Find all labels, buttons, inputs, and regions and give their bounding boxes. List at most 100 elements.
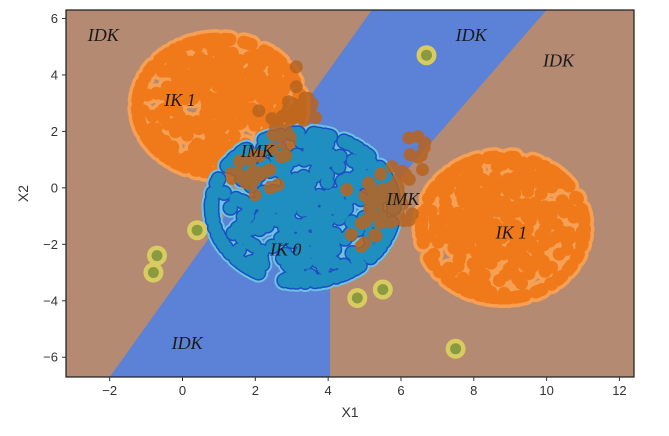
cluster-0-point (170, 72, 184, 86)
cluster-1-point (309, 164, 323, 178)
y-tick-label: 6 (51, 11, 58, 26)
cluster-0-point (216, 132, 230, 146)
cluster-0-point (130, 102, 144, 115)
cluster-0-point (214, 108, 228, 122)
cluster-2-point (543, 174, 557, 188)
cluster-1-point (285, 234, 299, 248)
cluster-1-point (361, 149, 375, 163)
cluster-2-point (571, 248, 585, 262)
y-tick-label: 4 (51, 67, 58, 82)
x-tick-label: 4 (325, 383, 332, 398)
x-tick-label: 12 (612, 383, 626, 398)
overlap-point (397, 214, 411, 228)
cluster-2-point (538, 222, 552, 236)
cluster-1-point (213, 233, 227, 247)
cluster-2-point (445, 263, 459, 277)
cluster-2-point (510, 236, 524, 250)
cluster-0-point (160, 80, 174, 94)
cluster-2-point (496, 291, 510, 305)
cluster-0-point (218, 65, 232, 79)
outlier-point (450, 343, 462, 355)
cluster-2-point (507, 157, 521, 171)
region-label: IK 1 (495, 223, 527, 243)
cluster-2-point (464, 182, 478, 196)
cluster-0-point (244, 67, 257, 81)
cluster-0-point (178, 122, 191, 136)
cluster-0-point (227, 128, 241, 142)
cluster-2-point (481, 177, 495, 191)
cluster-2-point (523, 214, 537, 228)
cluster-2-point (437, 187, 451, 200)
cluster-0-point (178, 160, 192, 174)
cluster-1-point (304, 232, 318, 246)
cluster-0-point (189, 55, 203, 69)
cluster-2-point (487, 236, 501, 250)
overlap-point (411, 150, 425, 164)
cluster-1-point (318, 255, 332, 269)
cluster-1-point (279, 248, 292, 262)
cluster-2-point (490, 177, 504, 190)
cluster-0-point (142, 65, 156, 78)
cluster-0-point (133, 83, 147, 97)
cluster-2-point (447, 227, 461, 241)
cluster-2-point (419, 229, 433, 243)
cluster-1-point (265, 239, 279, 253)
cluster-0-point (167, 43, 181, 57)
cluster-2-point (577, 214, 591, 228)
cluster-1-point (348, 140, 362, 153)
cluster-1-point (255, 244, 269, 258)
overlap-point (284, 113, 298, 127)
region-labels: IDK IDK IDK IDK IK 1 IK 1 IK 0 IMK IMK (87, 25, 575, 353)
region-label: IDK (542, 51, 575, 71)
cluster-2-point (561, 177, 574, 191)
cluster-2-point (469, 245, 483, 259)
cluster-2-point (444, 275, 458, 289)
cluster-2-point (512, 253, 526, 267)
cluster-1-point (232, 243, 246, 257)
cluster-0-point (240, 106, 253, 120)
overlap-point (374, 216, 388, 230)
x-tick-label: 8 (470, 383, 477, 398)
region-label: IK 0 (269, 240, 302, 260)
overlap-point (369, 229, 383, 243)
overlap-point (374, 167, 388, 181)
cluster-0-point (267, 50, 281, 64)
y-tick-label: 2 (51, 124, 58, 139)
cluster-1-point (335, 206, 349, 220)
outlier-point (421, 49, 432, 61)
cluster-2-point (496, 157, 510, 171)
cluster-1-point (345, 215, 359, 229)
cluster-0-point (204, 93, 218, 107)
cluster-2-point (552, 247, 566, 261)
cluster-0-point (223, 33, 237, 47)
cluster-1-point (237, 258, 251, 272)
cluster-0-point (271, 91, 285, 105)
y-tick-label: −6 (43, 350, 58, 365)
cluster-0-point (149, 122, 163, 136)
cluster-1-point (312, 274, 326, 288)
cluster-1-point (210, 175, 224, 189)
cluster-1-point (321, 129, 335, 143)
cluster-0-point (173, 88, 187, 102)
overlap-point (289, 80, 303, 94)
cluster-2-point (557, 205, 571, 219)
cluster-1-point (322, 152, 336, 166)
overlap-point (248, 188, 262, 202)
outlier-point (191, 224, 203, 236)
overlap-point (283, 96, 297, 110)
cluster-2-point (565, 258, 579, 272)
cluster-0-point (168, 156, 182, 169)
cluster-2-point (521, 184, 535, 198)
x-tick-label: 2 (252, 383, 259, 398)
cluster-1-point (274, 232, 288, 245)
overlap-point (392, 188, 406, 201)
cluster-1-point (306, 127, 320, 141)
overlap-point (296, 107, 310, 121)
cluster-0-point (193, 118, 207, 132)
cluster-0-point (208, 147, 221, 161)
cluster-1-point (351, 173, 365, 187)
cluster-0-point (188, 163, 202, 177)
overlap-point (252, 104, 266, 118)
plot-frame (65, 9, 635, 378)
overlap-region (225, 60, 432, 253)
